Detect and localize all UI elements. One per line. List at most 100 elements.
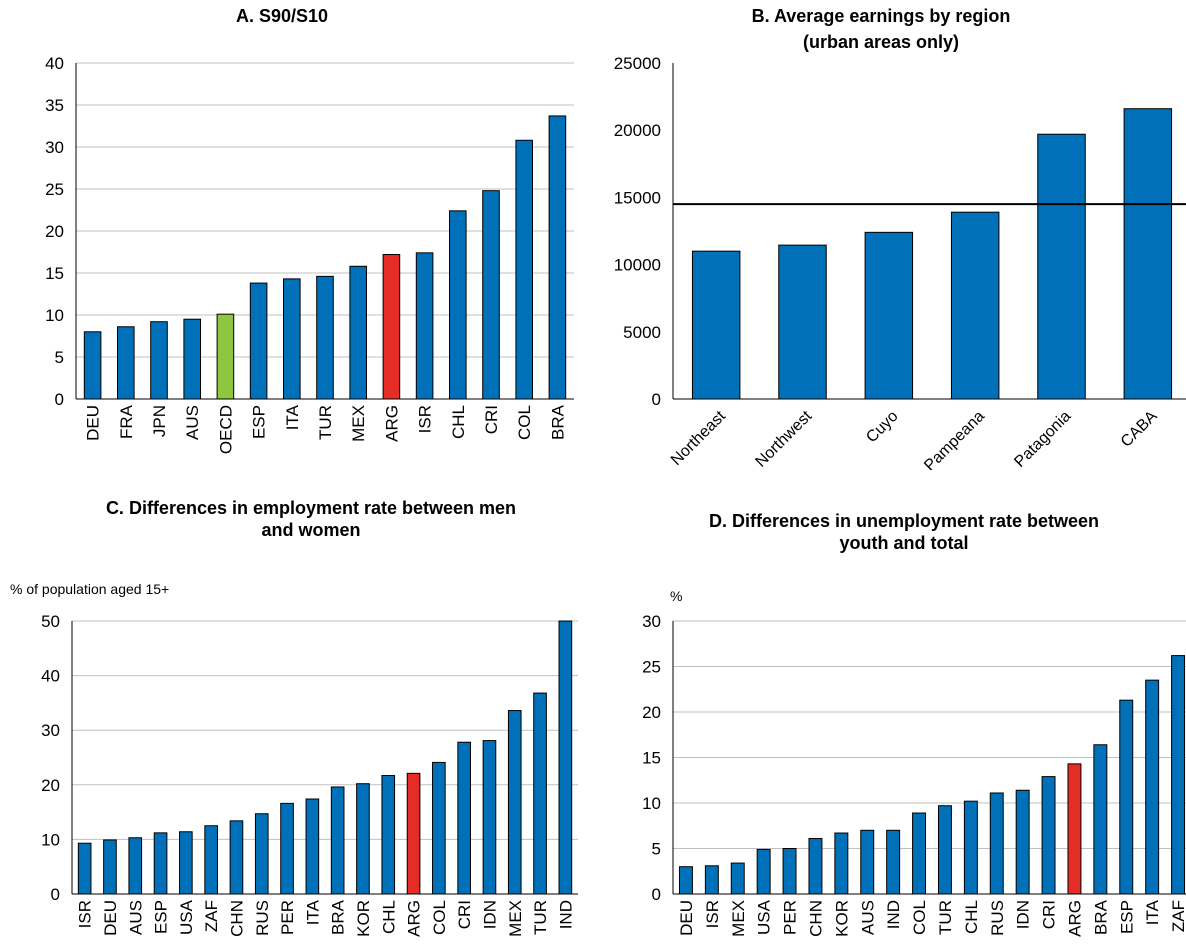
- bar-aus: [860, 829, 875, 895]
- y-axis-label: % of population aged 15+: [10, 581, 169, 597]
- bar-col: [515, 139, 534, 400]
- y-tick-label: 30: [642, 612, 661, 631]
- x-tick-label: CHL: [449, 405, 468, 439]
- y-tick-label: 10: [41, 830, 60, 849]
- y-tick-label: 0: [51, 885, 60, 904]
- x-tick-label: CRI: [455, 900, 474, 929]
- x-tick-label: IDN: [1014, 900, 1033, 929]
- x-tick-label: Pampeana: [921, 408, 988, 470]
- bar-col: [912, 812, 927, 895]
- x-tick-label: DEU: [84, 405, 103, 441]
- y-tick-label: 10000: [614, 256, 661, 275]
- x-tick-label: MEX: [506, 900, 525, 937]
- bar-esp: [153, 832, 168, 895]
- bar-zaf: [204, 825, 218, 895]
- x-tick-label: ESP: [1117, 900, 1136, 934]
- x-tick-label: ISR: [703, 900, 722, 928]
- x-tick-label: DEU: [101, 900, 120, 936]
- x-tick-label: CRI: [482, 405, 501, 434]
- bar-deu: [103, 839, 117, 895]
- x-tick-label: ZAF: [202, 900, 221, 932]
- x-tick-label: AUS: [858, 900, 877, 935]
- bar-bra: [548, 115, 567, 400]
- bar-bra: [1093, 744, 1108, 895]
- x-tick-label: ISR: [416, 405, 435, 433]
- bar-usa: [756, 848, 771, 895]
- chart-title: (urban areas only): [803, 32, 959, 52]
- y-tick-label: 0: [55, 390, 64, 409]
- y-axis-label: %: [670, 588, 682, 604]
- bar-chn: [229, 820, 244, 895]
- chart-panel-d: D. Differences in unemployment rate betw…: [593, 470, 1186, 939]
- x-tick-label: OECD: [216, 405, 235, 454]
- bar-ind: [558, 620, 573, 895]
- bar-aus: [128, 837, 143, 895]
- chart-c-svg: C. Differences in employment rate betwee…: [10, 498, 578, 937]
- y-tick-label: 15: [642, 749, 661, 768]
- bar-col: [432, 761, 446, 895]
- bar-zaf: [1171, 655, 1186, 895]
- x-tick-label: CRI: [1040, 900, 1059, 929]
- bar-esp: [1119, 699, 1134, 895]
- x-tick-label: TUR: [936, 900, 955, 935]
- x-tick-label: BRA: [1091, 899, 1110, 935]
- bar-arg: [406, 772, 421, 895]
- bar-chl: [449, 210, 467, 400]
- x-tick-label: CHL: [379, 900, 398, 934]
- chart-title: youth and total: [840, 533, 969, 553]
- bar-rus: [989, 792, 1004, 895]
- bar-isr: [704, 865, 719, 895]
- x-tick-label: KOR: [354, 900, 373, 937]
- bar-cri: [457, 741, 471, 895]
- bar-chn: [808, 837, 823, 895]
- x-tick-label: CHN: [227, 900, 246, 937]
- y-tick-label: 35: [45, 96, 64, 115]
- y-tick-label: 50: [41, 612, 60, 631]
- x-tick-label: CABA: [1118, 408, 1161, 451]
- x-tick-label: ITA: [303, 899, 322, 925]
- x-tick-label: IND: [884, 900, 903, 929]
- x-tick-label: COL: [910, 900, 929, 935]
- x-tick-label: BRA: [329, 899, 348, 935]
- bar-pampeana: [950, 211, 1000, 400]
- x-tick-label: USA: [177, 899, 196, 935]
- bar-caba: [1123, 108, 1173, 400]
- x-tick-label: JPN: [150, 405, 169, 437]
- bar-arg: [382, 254, 401, 400]
- x-tick-label: ESP: [250, 405, 269, 439]
- y-tick-label: 10: [45, 306, 64, 325]
- chart-panel-c: C. Differences in employment rate betwee…: [0, 470, 593, 939]
- chart-title: B. Average earnings by region: [752, 6, 1011, 26]
- bar-kor: [356, 783, 370, 895]
- x-tick-label: ARG: [405, 900, 424, 937]
- bar-ita: [305, 798, 320, 895]
- bar-rus: [254, 813, 269, 895]
- x-tick-label: DEU: [677, 900, 696, 936]
- y-tick-label: 5: [55, 348, 64, 367]
- bar-northwest: [778, 244, 827, 400]
- chart-a-svg: A. S90/S10 0 5 10 15 20 25 30 35 40 DEU FRA JPN AUS OE…: [45, 6, 574, 454]
- bar-patagonia: [1037, 133, 1086, 400]
- chart-b-svg: B. Average earnings by region (urban area…: [614, 6, 1186, 475]
- bar-oecd: [216, 313, 235, 400]
- bar-chl: [963, 800, 978, 895]
- bar-deu: [83, 331, 102, 400]
- bar-mex: [507, 710, 522, 895]
- bar-mex: [349, 265, 367, 400]
- y-tick-label: 40: [41, 667, 60, 686]
- bar-fra: [117, 326, 135, 400]
- bar-cuyo: [864, 231, 914, 400]
- bar-deu: [678, 866, 693, 895]
- bar-ind: [886, 829, 901, 895]
- x-tick-label: ARG: [382, 405, 401, 442]
- bar-per: [782, 848, 797, 895]
- bar-tur: [533, 692, 547, 895]
- x-tick-label: ARG: [1065, 900, 1084, 937]
- bar-usa: [179, 831, 193, 895]
- bar-isr: [415, 252, 434, 400]
- bar-arg: [1067, 763, 1082, 895]
- x-tick-label: Northeast: [668, 407, 729, 468]
- x-tick-label: USA: [755, 899, 774, 935]
- x-tick-label: PER: [781, 900, 800, 935]
- x-tick-label: BRA: [548, 404, 567, 440]
